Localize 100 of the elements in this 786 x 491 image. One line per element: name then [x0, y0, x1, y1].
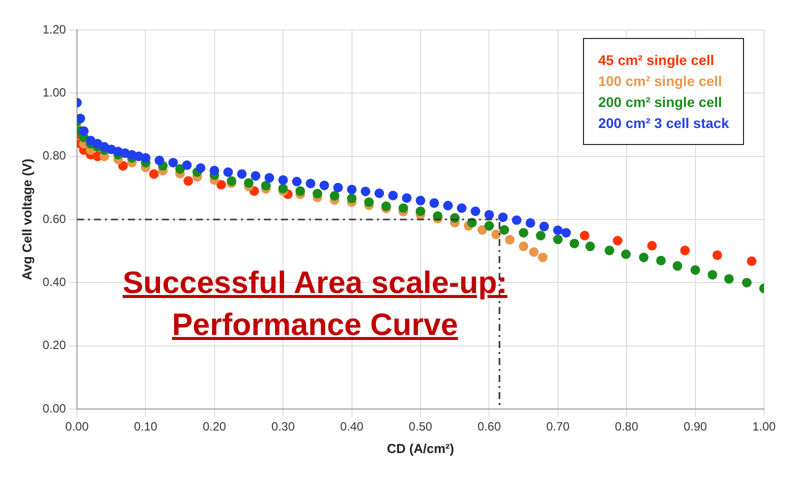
point [278, 175, 288, 185]
point [708, 270, 718, 280]
x-tick-label: 0.10 [134, 420, 158, 434]
point [237, 169, 247, 179]
point [470, 206, 480, 216]
point [647, 240, 657, 251]
point [443, 200, 453, 210]
x-tick-label: 0.80 [614, 420, 639, 434]
point [330, 191, 340, 201]
point [261, 180, 271, 191]
point [416, 206, 426, 216]
point [553, 225, 563, 236]
point [499, 225, 510, 235]
x-tick-label: 0.40 [340, 420, 364, 434]
point [319, 180, 330, 190]
text: 200 cm² 3 cell stack [598, 115, 729, 131]
point [346, 184, 357, 194]
point [746, 256, 756, 266]
x-tick-label: 0.90 [684, 420, 708, 434]
point [244, 178, 254, 188]
point [374, 188, 384, 198]
point [570, 238, 580, 248]
point [306, 178, 316, 188]
x-tick-label: 0.20 [202, 420, 226, 434]
point [529, 247, 539, 257]
point [526, 218, 536, 228]
point [118, 161, 128, 171]
point [680, 246, 690, 256]
point [223, 167, 233, 177]
point [712, 250, 722, 260]
point [585, 242, 595, 252]
point [168, 158, 178, 168]
point [388, 190, 398, 200]
point [250, 171, 260, 181]
point [295, 186, 306, 196]
x-axis-title: CD (A/cm²) [386, 440, 454, 456]
point [604, 246, 614, 256]
point [79, 126, 89, 136]
y-tick-label: 0.00 [42, 401, 66, 416]
point [278, 184, 288, 194]
point [484, 210, 494, 220]
point [498, 212, 508, 222]
point [154, 156, 164, 166]
point [504, 234, 515, 245]
point [690, 265, 700, 275]
point [478, 225, 488, 235]
point [724, 274, 734, 284]
y-tick-label: 0.40 [42, 274, 66, 289]
point [76, 114, 86, 124]
point [512, 215, 522, 225]
x-tick-label: 1.00 [752, 420, 776, 434]
x-tick-label: 0.00 [65, 420, 89, 434]
point [672, 261, 682, 271]
annotation: Successful Area scale-up: Performance Curve [122, 264, 508, 344]
text: 200 cm² single cell [598, 94, 723, 110]
point [264, 173, 274, 183]
point [742, 278, 752, 288]
point [381, 201, 391, 212]
point [484, 221, 494, 231]
point [638, 252, 649, 262]
y-tick-label: 0.60 [42, 212, 66, 226]
point [216, 180, 226, 190]
text: 45 cm² single cell [598, 52, 716, 68]
y-tick-label: 0.80 [42, 148, 66, 163]
x-tick-label: 0.50 [408, 420, 432, 434]
point [196, 163, 206, 173]
y-tick-label: 1.00 [42, 85, 66, 100]
point [429, 198, 440, 208]
point [292, 176, 302, 186]
point [553, 234, 563, 244]
text: 100 cm² single cell [598, 73, 723, 89]
point [612, 236, 622, 246]
y-tick-label: 1.20 [42, 22, 66, 36]
point [539, 222, 549, 232]
point [518, 228, 528, 238]
point [360, 186, 370, 196]
x-tick-label: 0.70 [546, 420, 570, 434]
point [210, 166, 220, 176]
point [149, 169, 159, 179]
point [183, 176, 194, 186]
point [364, 197, 374, 207]
point [536, 230, 546, 240]
point [140, 153, 150, 163]
point [346, 194, 357, 204]
point [416, 196, 426, 206]
x-tick-label: 0.60 [478, 420, 502, 434]
point [402, 193, 412, 203]
y-tick-label: 0.20 [42, 338, 66, 352]
point [656, 256, 666, 266]
point [538, 252, 548, 262]
point [456, 203, 466, 213]
point [333, 182, 343, 192]
point [621, 249, 631, 260]
point [182, 160, 192, 170]
point [491, 230, 501, 240]
point [580, 230, 590, 240]
x-tick-label: 0.30 [271, 420, 296, 434]
point [518, 242, 528, 252]
y-axis-title: Avg Cell voltage (V) [19, 158, 34, 280]
point [561, 228, 571, 238]
